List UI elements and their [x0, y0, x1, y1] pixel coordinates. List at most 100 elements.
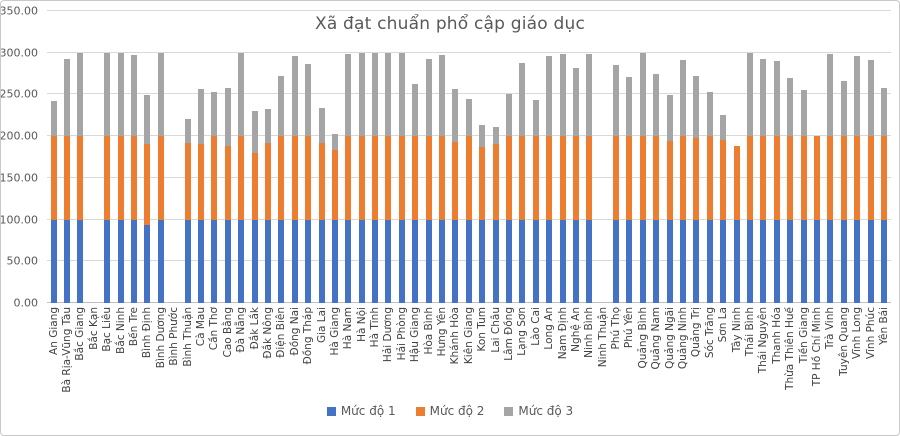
- bar-segment-muc-do-3: [224, 87, 231, 147]
- bar-segment-muc-do-1: [813, 219, 820, 303]
- bar-segment-muc-do-1: [733, 219, 740, 303]
- bar-segment-muc-do-3: [452, 88, 459, 142]
- bar: [224, 11, 231, 303]
- plot-area: [47, 10, 891, 303]
- bar-segment-muc-do-2: [144, 143, 151, 226]
- bar: [813, 11, 820, 303]
- bar-segment-muc-do-2: [572, 136, 579, 220]
- x-axis-category-label: Quảng Ninh: [677, 307, 690, 370]
- bar-group: [529, 11, 542, 303]
- y-axis-tick-label: 150.00: [0, 171, 38, 185]
- bar-segment-muc-do-3: [827, 54, 834, 137]
- bar-segment-muc-do-2: [854, 136, 861, 220]
- bar-group: [676, 11, 689, 303]
- x-axis-category: Bắc Kạn: [87, 307, 100, 401]
- x-axis-category-label: Thừa Thiên Huế: [784, 307, 797, 390]
- bar-segment-muc-do-3: [50, 101, 57, 137]
- bar-group: [435, 11, 448, 303]
- bar: [613, 11, 620, 303]
- bar-segment-muc-do-1: [546, 219, 553, 303]
- bar-group: [743, 11, 756, 303]
- bar-segment-muc-do-1: [653, 219, 660, 303]
- legend-swatch-icon: [415, 406, 425, 416]
- bar-segment-muc-do-1: [452, 219, 459, 303]
- bar: [572, 11, 579, 303]
- bar-segment-muc-do-2: [813, 136, 820, 220]
- x-axis-category: Trà Vinh: [824, 307, 837, 401]
- bar-segment-muc-do-3: [867, 60, 874, 137]
- legend-item-muc-do-2: Mức độ 2: [415, 404, 484, 418]
- bar-segment-muc-do-3: [519, 62, 526, 137]
- bar-segment-muc-do-2: [492, 143, 499, 220]
- bar: [680, 11, 687, 303]
- bar-segment-muc-do-1: [224, 219, 231, 303]
- bar-segment-muc-do-2: [358, 136, 365, 220]
- bar: [64, 11, 71, 303]
- bar: [465, 11, 472, 303]
- bar: [251, 11, 258, 303]
- bar: [91, 11, 97, 303]
- bar-segment-muc-do-2: [505, 136, 512, 220]
- bar-segment-muc-do-2: [77, 136, 84, 220]
- bar-segment-muc-do-3: [184, 119, 191, 143]
- bar-segment-muc-do-1: [693, 219, 700, 303]
- x-axis-category-label: Quảng Ngãi: [663, 307, 676, 369]
- legend-item-muc-do-3: Mức độ 3: [504, 404, 573, 418]
- bar-segment-muc-do-2: [840, 136, 847, 220]
- x-axis-category-label: Yên Bái: [877, 307, 890, 346]
- bar-segment-muc-do-3: [117, 52, 124, 137]
- bar-segment-muc-do-3: [305, 64, 312, 137]
- bar-segment-muc-do-1: [184, 219, 191, 303]
- x-axis-category: Đà Nẵng: [234, 307, 247, 401]
- bar: [867, 11, 874, 303]
- bar: [586, 11, 593, 303]
- bar-segment-muc-do-2: [452, 142, 459, 220]
- bar-group: [355, 11, 368, 303]
- x-axis-category: Bình Dương: [154, 307, 167, 401]
- bar-segment-muc-do-2: [706, 136, 713, 220]
- x-axis-category: Hà Nam: [342, 307, 355, 401]
- bar-segment-muc-do-2: [733, 146, 740, 220]
- bar-segment-muc-do-2: [559, 136, 566, 220]
- bar-group: [60, 11, 73, 303]
- bar-segment-muc-do-2: [251, 152, 258, 220]
- bar-segment-muc-do-3: [264, 108, 271, 143]
- bar-segment-muc-do-3: [706, 91, 713, 137]
- bar: [880, 11, 887, 303]
- x-axis-category: Hà Giang: [328, 307, 341, 401]
- bar-segment-muc-do-1: [291, 219, 298, 303]
- x-axis-category: Hà Tĩnh: [368, 307, 381, 401]
- x-axis-category-label: Vĩnh Long: [851, 307, 864, 360]
- x-axis-category-label: Bình Thuận: [181, 307, 194, 367]
- bar-group: [569, 11, 582, 303]
- bar-segment-muc-do-1: [331, 219, 338, 303]
- bar-group: [596, 11, 609, 303]
- bar-segment-muc-do-1: [345, 219, 352, 303]
- bar-segment-muc-do-3: [251, 111, 258, 153]
- x-axis-category-label: Hà Giang: [328, 307, 341, 356]
- bar-group: [650, 11, 663, 303]
- x-axis-category: An Giang: [47, 307, 60, 401]
- bar: [840, 11, 847, 303]
- bar-segment-muc-do-3: [144, 95, 151, 144]
- bar: [358, 11, 365, 303]
- bar-group: [168, 11, 181, 303]
- bar-group: [194, 11, 207, 303]
- x-axis-category-label: Cà Mau: [194, 307, 207, 347]
- bar-segment-muc-do-1: [465, 219, 472, 303]
- legend-item-muc-do-1: Mức độ 1: [326, 404, 396, 418]
- bar-segment-muc-do-2: [157, 136, 164, 220]
- bar-group: [609, 11, 622, 303]
- chart-title: Xã đạt chuẩn phổ cập giáo dục: [314, 14, 585, 34]
- bar: [385, 11, 392, 303]
- bar: [760, 11, 767, 303]
- x-axis-category: Bắc Ninh: [114, 307, 127, 401]
- bar-segment-muc-do-1: [157, 219, 164, 303]
- x-axis-category-label: Sóc Trăng: [703, 307, 716, 359]
- x-axis-category-label: Phú Thọ: [610, 307, 623, 350]
- bar-segment-muc-do-3: [880, 87, 887, 137]
- bar-segment-muc-do-1: [492, 219, 499, 303]
- bar-group: [583, 11, 596, 303]
- x-axis-category: Ninh Thuận: [596, 307, 609, 401]
- bar: [492, 11, 499, 303]
